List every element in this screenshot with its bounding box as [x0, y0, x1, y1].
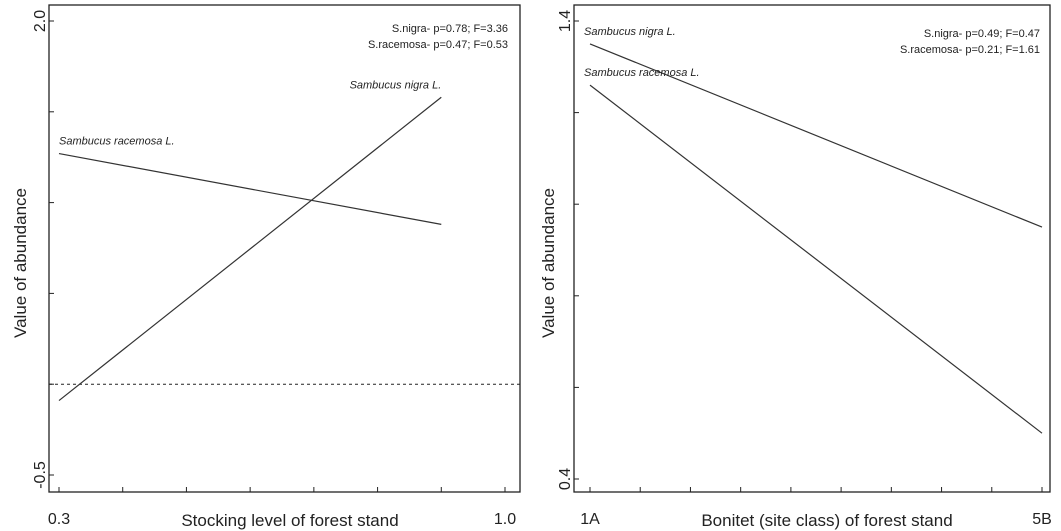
right-label-sambucus-racemosa: Sambucus racemosa L.: [584, 67, 700, 79]
right-y-axis-label: Value of abundance: [539, 188, 558, 338]
left-plot-frame: [48, 4, 521, 493]
right-y-tick-label-max: 1.4: [557, 10, 574, 32]
left-y-tick-label-max: 2.0: [32, 10, 49, 32]
right-label-sambucus-nigra: Sambucus nigra L.: [584, 26, 676, 38]
left-line-sambucus-racemosa: [58, 152, 442, 225]
left-x-tick-label-min: 0.3: [48, 511, 70, 528]
right-y-tick-label-min: 0.4: [557, 468, 574, 490]
left-chart: Sambucus nigra L. Sambucus racemosa L. S…: [11, 4, 521, 530]
right-stat-annotation-nigra: S.nigra- p=0.49; F=0.47: [924, 28, 1040, 40]
right-line-sambucus-racemosa: [589, 84, 1043, 434]
right-stat-annotation-racemosa: S.racemosa- p=0.21; F=1.61: [900, 44, 1040, 56]
right-axis-ticks: [574, 20, 1043, 492]
right-x-axis-label: Bonitet (site class) of forest stand: [701, 511, 952, 530]
left-x-axis-label: Stocking level of forest stand: [181, 511, 398, 530]
left-y-tick-label-min: -0.5: [32, 461, 49, 489]
left-line-sambucus-nigra: [58, 96, 442, 402]
left-axis-ticks: [49, 20, 506, 492]
right-plot-frame: [573, 4, 1051, 493]
left-label-sambucus-racemosa: Sambucus racemosa L.: [59, 136, 175, 148]
left-label-sambucus-nigra: Sambucus nigra L.: [350, 79, 442, 91]
right-x-tick-label-min: 1A: [580, 511, 600, 528]
left-stat-annotation-nigra: S.nigra- p=0.78; F=3.36: [392, 23, 508, 35]
left-stat-annotation-racemosa: S.racemosa- p=0.47; F=0.53: [368, 39, 508, 51]
left-y-axis-label: Value of abundance: [11, 188, 30, 338]
right-chart: Sambucus nigra L. Sambucus racemosa L. S…: [539, 4, 1052, 530]
right-line-sambucus-nigra: [589, 43, 1043, 228]
left-x-tick-label-max: 1.0: [494, 511, 516, 528]
right-x-tick-label-max: 5B: [1032, 511, 1052, 528]
